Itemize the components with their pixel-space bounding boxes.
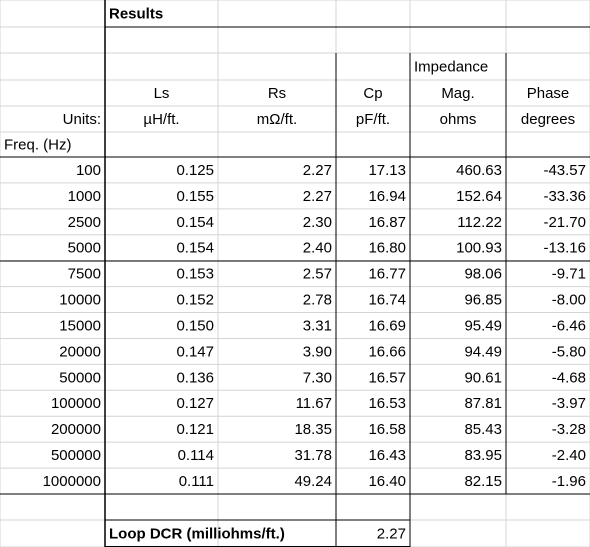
column-header: Phase (527, 85, 570, 102)
cell-value: 2.57 (303, 266, 332, 283)
cell-value: 0.150 (176, 317, 214, 334)
cell-value: 3.90 (303, 343, 332, 360)
cell-value: 85.43 (464, 421, 502, 438)
cell-value: 2.78 (303, 292, 332, 309)
cell-value: -13.16 (543, 240, 586, 257)
frequency: 10000 (59, 292, 101, 309)
cell-value: 112.22 (457, 214, 502, 231)
cell-value: 16.94 (368, 188, 406, 205)
cell-value: 100.93 (456, 240, 502, 257)
cell-value: 16.58 (368, 421, 406, 438)
column-header: Cp (363, 85, 382, 102)
cell-value: 0.154 (176, 240, 214, 257)
cell-value: 16.77 (368, 266, 406, 283)
cell-value: -21.70 (543, 214, 586, 231)
column-header: Rs (268, 85, 286, 102)
cell-value: 16.74 (368, 292, 406, 309)
frequency: 20000 (59, 343, 101, 360)
cell-value: 0.114 (178, 447, 214, 464)
frequency: 200000 (51, 421, 101, 438)
cell-value: 82.15 (464, 473, 502, 490)
frequency: 50000 (59, 369, 101, 386)
cell-value: 16.69 (368, 317, 406, 334)
frequency: 100000 (51, 395, 101, 412)
cell-value: 31.78 (294, 447, 332, 464)
cell-value: 98.06 (464, 266, 502, 283)
frequency: 5000 (68, 240, 101, 257)
cell-value: -6.46 (552, 317, 586, 334)
cell-value: 460.63 (456, 162, 502, 179)
impedance-label: Impedance (414, 58, 488, 75)
cell-value: 96.85 (464, 292, 502, 309)
cell-value: 0.154 (176, 214, 214, 231)
frequency: 100 (76, 162, 101, 179)
unit-label: ohms (440, 111, 477, 128)
cell-value: -33.36 (543, 188, 586, 205)
freq-label: Freq. (Hz) (4, 136, 72, 153)
frequency: 2500 (68, 214, 101, 231)
cell-value: -3.28 (552, 421, 586, 438)
cell-value: 16.53 (368, 395, 406, 412)
unit-label: mΩ/ft. (257, 111, 297, 128)
cell-value: 0.111 (179, 473, 214, 490)
frequency: 7500 (68, 266, 101, 283)
unit-label: µH/ft. (143, 111, 179, 128)
cell-value: -8.00 (552, 292, 586, 309)
cell-value: 94.49 (464, 343, 502, 360)
column-header: Mag. (441, 85, 474, 102)
cell-value: 83.95 (464, 447, 502, 464)
cell-value: -5.80 (552, 343, 586, 360)
cell-value: -2.40 (552, 447, 586, 464)
frequency: 1000000 (43, 473, 101, 490)
units-label: Units: (63, 111, 101, 128)
title: Results (109, 5, 163, 22)
loop-label: Loop DCR (milliohms/ft.) (109, 525, 285, 542)
cell-value: -1.96 (552, 473, 586, 490)
cell-value: 2.27 (303, 162, 332, 179)
cell-value: -3.97 (552, 395, 586, 412)
cell-value: 7.30 (303, 369, 332, 386)
cell-value: 2.27 (303, 188, 332, 205)
unit-label: pF/ft. (356, 111, 390, 128)
cell-value: 16.43 (368, 447, 406, 464)
cell-value: 49.24 (294, 473, 332, 490)
cell-value: 0.152 (176, 292, 214, 309)
unit-label: degrees (521, 111, 575, 128)
cell-value: 2.40 (303, 240, 332, 257)
cell-value: 16.80 (368, 240, 406, 257)
cell-value: 0.155 (176, 188, 214, 205)
cell-value: -43.57 (543, 162, 586, 179)
cell-value: 152.64 (456, 188, 502, 205)
cell-value: 0.153 (176, 266, 214, 283)
cell-value: 11.67 (296, 395, 332, 412)
cell-value: 16.57 (368, 369, 406, 386)
frequency: 500000 (51, 447, 101, 464)
cell-value: 87.81 (464, 395, 502, 412)
cell-value: 17.13 (368, 162, 406, 179)
cell-value: 18.35 (294, 421, 332, 438)
cell-value: 0.121 (176, 421, 214, 438)
cell-value: 3.31 (303, 317, 332, 334)
cell-value: 16.66 (368, 343, 406, 360)
cell-value: -9.71 (552, 266, 586, 283)
cell-value: 16.40 (368, 473, 406, 490)
cell-value: 2.30 (303, 214, 332, 231)
frequency: 1000 (68, 188, 101, 205)
frequency: 15000 (59, 317, 101, 334)
column-header: Ls (154, 85, 170, 102)
loop-value: 2.27 (377, 525, 406, 542)
cell-value: 90.61 (464, 369, 502, 386)
cell-value: 0.127 (176, 395, 214, 412)
cell-value: 95.49 (464, 317, 502, 334)
cell-value: 0.136 (176, 369, 214, 386)
cell-value: 0.147 (176, 343, 214, 360)
cell-value: 0.125 (176, 162, 214, 179)
cell-value: 16.87 (368, 214, 406, 231)
cell-value: -4.68 (552, 369, 586, 386)
